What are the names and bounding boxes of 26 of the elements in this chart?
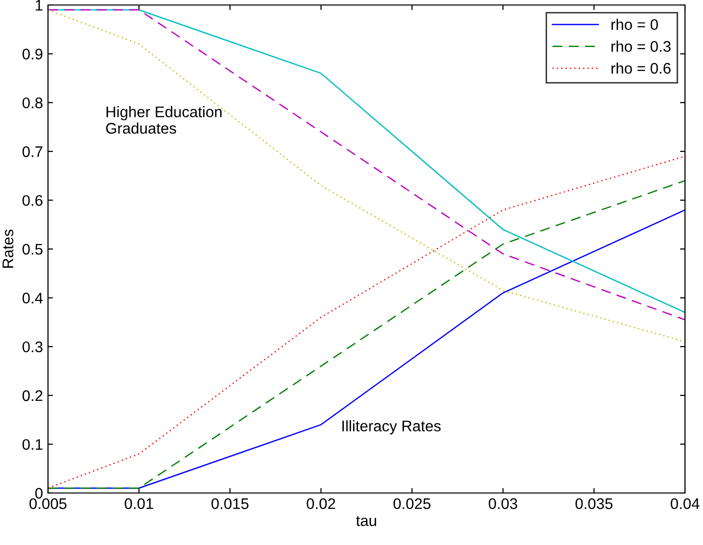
y-tick-label: 0.2	[22, 390, 42, 402]
legend-label: rho = 0	[612, 18, 658, 30]
x-tick-label: 0.025	[393, 498, 430, 510]
x-tick-label: 0.03	[488, 498, 518, 510]
legend-label: rho = 0.6	[612, 62, 671, 74]
x-tick-label: 0.02	[306, 498, 336, 510]
y-tick-label: 1	[36, 0, 42, 11]
y-tick-label: 0.6	[22, 195, 42, 206]
y-tick-label: 0.3	[22, 341, 42, 352]
x-tick-label: 0.04	[670, 498, 700, 510]
y-axis-title: Rates	[2, 230, 14, 268]
annotation: Higher Education Graduates	[106, 106, 222, 134]
y-tick-label: 0.9	[22, 48, 42, 60]
y-tick-label: 0	[35, 488, 43, 499]
x-axis-title: tau	[356, 516, 376, 526]
y-tick-label: 0.8	[22, 97, 42, 108]
y-tick-label: 0.1	[22, 439, 42, 450]
x-tick-label: 0.015	[211, 498, 248, 510]
x-tick-label: 0.01	[124, 498, 154, 510]
legend-label: rho = 0.3	[612, 40, 671, 52]
x-tick-label: 0.035	[575, 498, 612, 510]
y-tick-label: 0.5	[22, 244, 42, 255]
y-tick-label: 0.4	[22, 292, 43, 304]
x-tick-label: 0.005	[29, 498, 66, 510]
y-tick-label: 0.7	[22, 146, 42, 158]
annotation: Illiteracy Rates	[342, 420, 441, 434]
